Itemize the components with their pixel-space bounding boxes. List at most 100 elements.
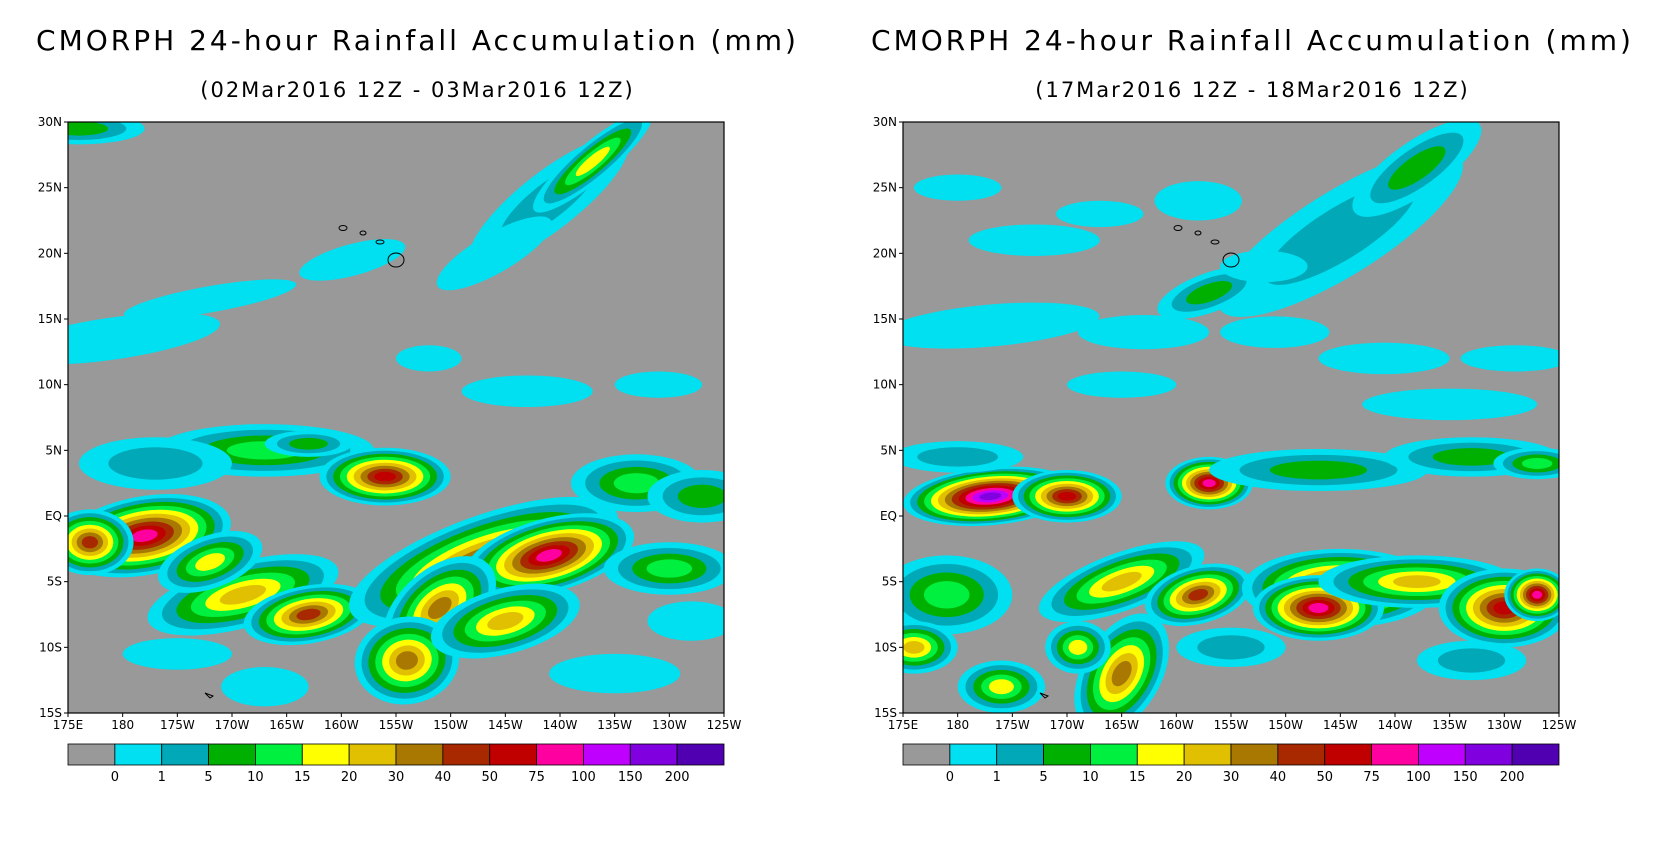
colorbar-label: 50 [481, 770, 498, 785]
lon-tick-label: 155W [1214, 718, 1249, 732]
colorbar-swatch [161, 743, 209, 766]
lon-tick-label: 170W [215, 718, 250, 732]
rain-contour [122, 638, 232, 670]
lat-tick-label: 10N [38, 378, 62, 392]
lon-tick-label: 150W [433, 718, 468, 732]
colorbar-label: 15 [1129, 770, 1146, 785]
colorbar-label: 150 [1453, 770, 1478, 785]
lon-tick-label: 145W [1323, 718, 1358, 732]
colorbar-label: 200 [1500, 770, 1525, 785]
rain-field [68, 122, 724, 707]
colorbar-label: 50 [1316, 770, 1333, 785]
colorbar-label: 15 [294, 770, 311, 785]
rain-contour [461, 375, 593, 407]
colorbar-label: 1 [158, 770, 166, 785]
lat-tick-label: 25N [873, 181, 897, 195]
colorbar-swatch [996, 743, 1044, 766]
rain-contour [1202, 479, 1216, 488]
rain-contour [647, 601, 724, 641]
rain-contour [68, 312, 221, 365]
rain-contour [68, 122, 109, 136]
colorbar-swatch [395, 743, 444, 766]
lat-tick-label: 10S [39, 640, 62, 654]
colorbar-swatch [1371, 743, 1419, 766]
rain-contour [108, 447, 203, 480]
lat-tick-label: 5S [47, 575, 62, 589]
colorbar-swatch [629, 743, 678, 766]
island-coastline [1222, 252, 1240, 268]
rain-contour [1318, 342, 1450, 375]
colorbar-swatch [1511, 743, 1560, 766]
colorbar-swatch [67, 743, 116, 766]
rain-contour [1437, 648, 1506, 673]
lat-tick-label: 15N [38, 312, 62, 326]
rain-contour [1220, 250, 1308, 283]
colorbar-swatch [949, 743, 998, 766]
rain-contour [913, 174, 1002, 201]
panel-right: CMORPH 24-hour Rainfall Accumulation (mm… [835, 0, 1670, 850]
panel-title: CMORPH 24-hour Rainfall Accumulation (mm… [36, 24, 799, 57]
rain-contour [613, 473, 660, 494]
island-coastline [338, 225, 348, 231]
colorbar-swatch [255, 743, 303, 766]
rain-contour [1388, 146, 1446, 190]
rain-contour [677, 484, 724, 508]
island-coastline [1210, 239, 1220, 245]
lon-tick-label: 135W [597, 718, 632, 732]
lat-tick-label: EQ [45, 509, 62, 523]
rain-contour [923, 581, 970, 609]
colorbar-label: 40 [1270, 770, 1287, 785]
colorbar-swatch [1324, 743, 1372, 766]
lon-tick-label: 125W [707, 718, 742, 732]
lon-tick-label: 180 [946, 718, 969, 732]
rain-contour [575, 146, 610, 177]
panel-left: CMORPH 24-hour Rainfall Accumulation (mm… [36, 24, 799, 785]
lat-tick-label: 15S [874, 706, 897, 720]
colorbar-label: 75 [528, 770, 545, 785]
rain-contour [1521, 457, 1553, 469]
rain-contour [436, 216, 553, 291]
hawaii-islands [338, 225, 405, 268]
rain-contour [1067, 371, 1177, 398]
lat-tick-label: 20N [873, 246, 897, 260]
colorbar-swatch [676, 743, 725, 766]
panel-subtitle: (02Mar2016 12Z - 03Mar2016 12Z) [200, 78, 635, 102]
rain-contour [1186, 281, 1233, 305]
colorbar-label: 0 [946, 770, 954, 785]
rain-contour [1056, 200, 1144, 228]
lon-tick-label: 160W [324, 718, 359, 732]
rain-contour [374, 471, 397, 482]
colorbar-swatch [489, 743, 537, 766]
lat-tick-label: 20N [38, 246, 62, 260]
lon-tick-label: 175W [160, 718, 195, 732]
colorbar-swatch [536, 743, 584, 766]
colorbar-swatch [1277, 743, 1326, 766]
rain-contour [1220, 316, 1330, 348]
panel-subtitle: (17Mar2016 12Z - 18Mar2016 12Z) [1035, 78, 1470, 102]
colorbar-label: 30 [1223, 770, 1240, 785]
colorbar-label: 1 [993, 770, 1001, 785]
island-coastline [1194, 230, 1202, 236]
rain-contour [1111, 660, 1132, 687]
rain-contour [1057, 491, 1077, 501]
lon-tick-label: 170W [1050, 718, 1085, 732]
rain-contour [296, 608, 321, 621]
rain-contour [1269, 460, 1368, 480]
lat-tick-label: 25N [38, 181, 62, 195]
colorbar-label: 100 [1406, 770, 1431, 785]
lon-tick-label: 140W [543, 718, 578, 732]
island-coastline [387, 252, 405, 268]
colorbar-swatch [1464, 743, 1513, 766]
lon-tick-label: 175E [888, 718, 919, 732]
colorbar-swatch [348, 743, 397, 766]
rain-contour [549, 653, 681, 694]
lon-tick-label: 130W [652, 718, 687, 732]
rain-contour [536, 549, 562, 562]
colorbar-label: 10 [1082, 770, 1099, 785]
lon-tick-label: 165W [1104, 718, 1139, 732]
lat-tick-label: 5N [880, 443, 897, 457]
colorbar-swatch [583, 743, 631, 766]
rain-contour [903, 302, 1100, 349]
